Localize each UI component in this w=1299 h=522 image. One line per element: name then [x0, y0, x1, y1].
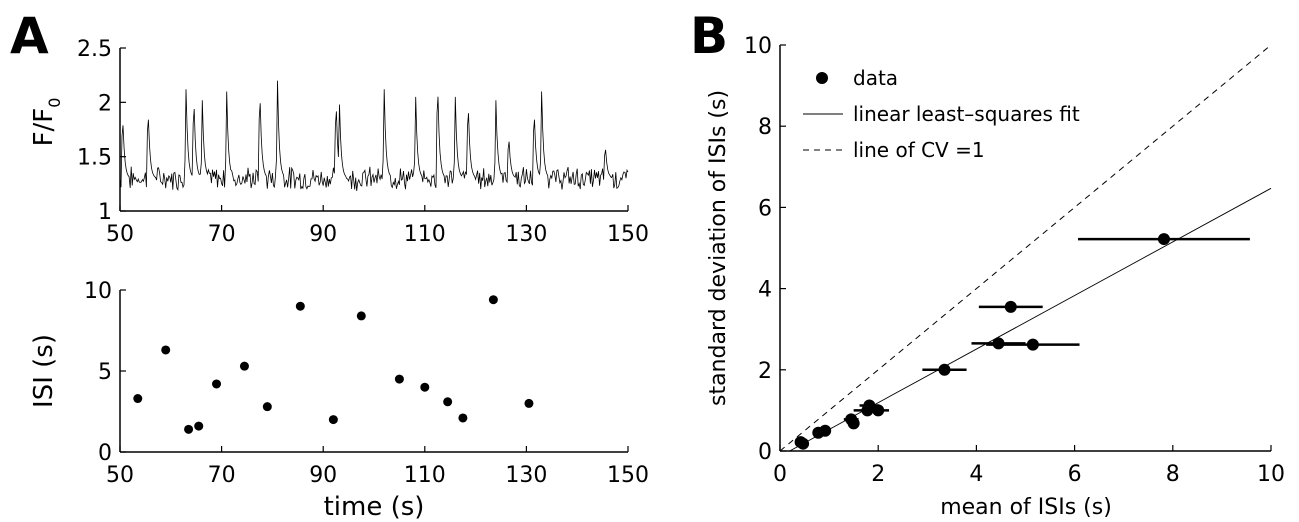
y-tick-label: 2 [98, 91, 112, 116]
isi-x-axis-label: time (s) [324, 492, 425, 522]
y-tick-label: 5 [98, 360, 112, 385]
isi-point [212, 379, 222, 389]
data-point [847, 417, 860, 430]
panel-label-b: B [690, 7, 728, 65]
isi-point [356, 311, 366, 321]
data-point [819, 424, 832, 437]
x-tick-label: 150 [607, 222, 649, 247]
y-tick-label: 2 [758, 359, 772, 384]
x-tick-label: 0 [773, 462, 787, 487]
x-tick-label: 8 [1166, 462, 1180, 487]
b-y-axis-label: standard deviation of ISIs (s) [706, 90, 731, 406]
fluorescence-trace-line [119, 80, 629, 192]
x-tick-label: 50 [106, 463, 134, 488]
x-tick-label: 70 [208, 222, 236, 247]
isi-points [133, 295, 534, 434]
x-tick-label: 90 [309, 222, 337, 247]
trace-y-axis-label: F/F0 [29, 98, 64, 147]
legend: data linear least–squares fit line of CV… [803, 66, 1080, 162]
x-tick-label: 90 [309, 463, 337, 488]
isi-point [295, 301, 305, 311]
legend-data-marker [816, 72, 828, 84]
isi-point [161, 345, 171, 355]
x-tick-label: 2 [871, 462, 885, 487]
y-tick-label: 10 [744, 34, 772, 59]
panel-b-chart: B 0 2 4 6 8 10 0 2 4 6 8 10 data linear least–squar… [690, 7, 1285, 520]
panel-a-trace-chart: A 50 70 90 110 130 150 1 1.5 2 2.5 F/F0 [10, 7, 649, 247]
legend-entry-cv: line of CV =1 [853, 138, 985, 162]
data-point [1157, 233, 1170, 246]
y-tick-label: 1.5 [77, 146, 112, 171]
data-point [1026, 338, 1039, 351]
x-tick-label: 130 [505, 222, 547, 247]
isi-point [194, 421, 204, 431]
isi-point [443, 397, 453, 407]
cv1-line [779, 44, 1272, 452]
isi-point [524, 398, 534, 408]
panel-a-isi-chart: 50 70 90 110 130 150 0 5 10 time (s) ISI (s) [29, 279, 649, 522]
data-point [863, 399, 876, 412]
x-tick-label: 4 [969, 462, 983, 487]
y-tick-label: 0 [98, 441, 112, 466]
isi-point [239, 361, 249, 371]
isi-point [262, 402, 272, 412]
trace-axes [119, 48, 628, 212]
b-points [794, 233, 1250, 450]
data-point [938, 363, 951, 376]
isi-point [488, 295, 498, 305]
b-ticks: 0 2 4 6 8 10 0 2 4 6 8 10 [744, 34, 1285, 487]
x-tick-label: 110 [404, 463, 446, 488]
data-point [872, 404, 885, 417]
isi-ticks: 50 70 90 110 130 150 0 5 10 [84, 279, 649, 488]
x-tick-label: 10 [1257, 462, 1285, 487]
isi-point [133, 394, 143, 404]
x-tick-label: 130 [505, 463, 547, 488]
y-tick-label: 10 [84, 279, 112, 304]
x-tick-label: 6 [1068, 462, 1082, 487]
y-tick-label: 1 [98, 200, 112, 225]
data-point [797, 437, 810, 450]
isi-point [420, 382, 430, 392]
trace-ticks: 50 70 90 110 130 150 1 1.5 2 2.5 [77, 37, 649, 247]
b-x-axis-label: mean of ISIs (s) [940, 495, 1112, 520]
isi-point [458, 413, 468, 423]
panel-label-a: A [10, 7, 49, 65]
y-tick-label: 4 [758, 278, 772, 303]
data-point [1004, 300, 1017, 313]
y-tick-label: 0 [758, 440, 772, 465]
y-tick-label: 2.5 [77, 37, 112, 62]
isi-y-axis-label: ISI (s) [29, 334, 59, 408]
x-tick-label: 110 [404, 222, 446, 247]
x-tick-label: 150 [607, 463, 649, 488]
x-tick-label: 50 [106, 222, 134, 247]
y-tick-label: 6 [758, 196, 772, 221]
isi-point [328, 415, 338, 425]
legend-entry-data: data [853, 66, 898, 90]
legend-entry-fit: linear least–squares fit [853, 102, 1080, 126]
isi-point [394, 374, 404, 384]
isi-point [184, 424, 194, 434]
x-tick-label: 70 [208, 463, 236, 488]
y-tick-label: 8 [758, 115, 772, 140]
